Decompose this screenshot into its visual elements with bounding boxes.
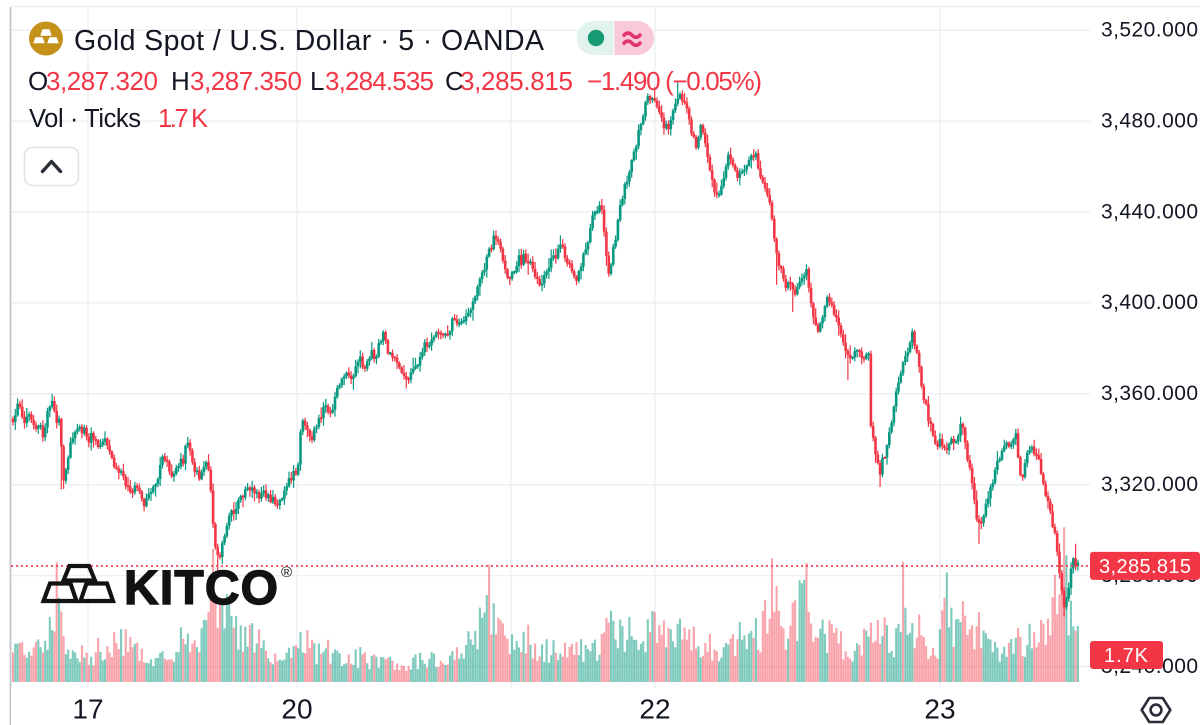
svg-text:®: ® xyxy=(281,564,292,581)
svg-text:3,520.000: 3,520.000 xyxy=(1101,19,1198,42)
svg-text:1.7K: 1.7K xyxy=(1104,645,1149,667)
svg-text:H: H xyxy=(171,66,190,96)
svg-text:−1.490 (−0.05%): −1.490 (−0.05%) xyxy=(587,66,762,96)
svg-text:3,287.320: 3,287.320 xyxy=(46,66,158,96)
svg-text:3,285.815: 3,285.815 xyxy=(460,66,573,96)
svg-text:1.7 K: 1.7 K xyxy=(158,105,208,133)
svg-text:22: 22 xyxy=(639,694,670,725)
svg-text:3,285.815: 3,285.815 xyxy=(1099,556,1191,578)
svg-text:KITCO: KITCO xyxy=(124,562,280,615)
svg-text:C: C xyxy=(445,66,464,96)
svg-text:L: L xyxy=(310,66,324,96)
svg-text:O: O xyxy=(28,66,48,96)
svg-text:3,360.000: 3,360.000 xyxy=(1101,382,1198,405)
svg-text:20: 20 xyxy=(281,694,312,725)
svg-text:3,284.535: 3,284.535 xyxy=(325,66,434,96)
svg-text:3,480.000: 3,480.000 xyxy=(1101,109,1198,132)
svg-text:3,287.350: 3,287.350 xyxy=(190,66,302,96)
svg-text:3,400.000: 3,400.000 xyxy=(1101,291,1198,314)
svg-text:Gold Spot / U.S. Dollar · 5 ·: Gold Spot / U.S. Dollar · 5 · OANDA xyxy=(74,25,544,57)
svg-text:23: 23 xyxy=(924,694,955,725)
svg-text:Vol · Ticks: Vol · Ticks xyxy=(29,105,141,133)
svg-text:3,320.000: 3,320.000 xyxy=(1101,473,1198,496)
svg-text:17: 17 xyxy=(72,694,103,725)
svg-text:3,440.000: 3,440.000 xyxy=(1101,200,1198,223)
